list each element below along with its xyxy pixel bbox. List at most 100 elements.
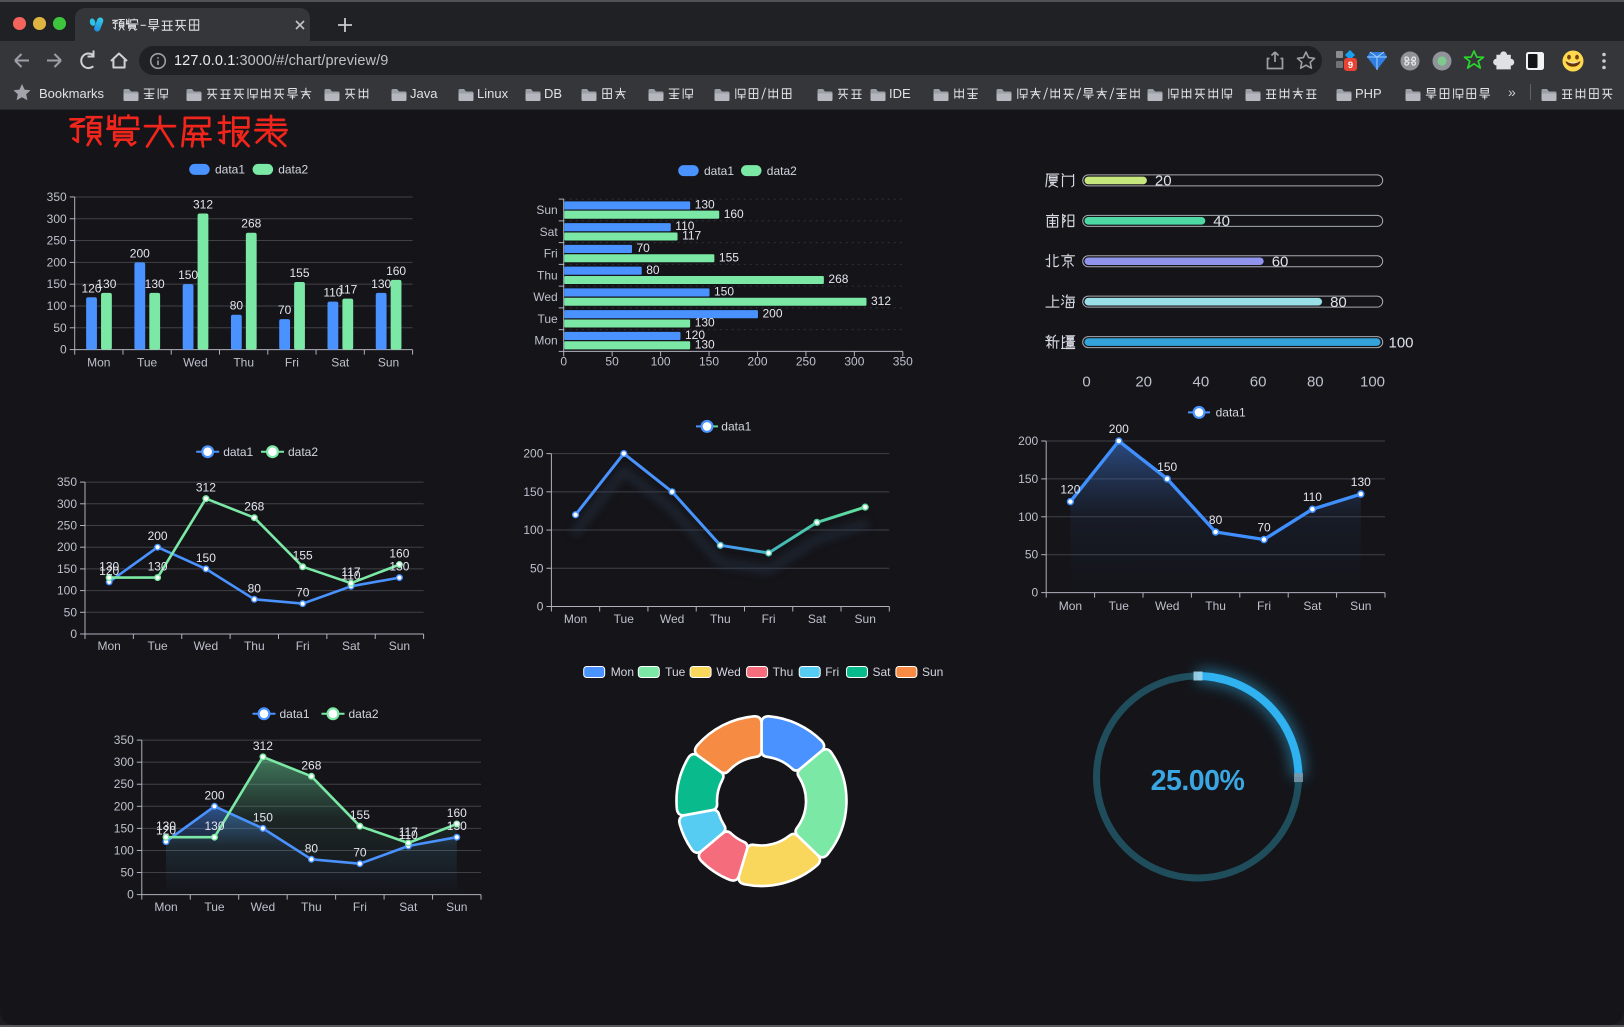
svg-text:150: 150 (714, 285, 734, 299)
svg-text:data2: data2 (767, 164, 797, 178)
svg-text:100: 100 (523, 523, 543, 537)
svg-text:50: 50 (53, 321, 67, 335)
svg-text:80: 80 (1307, 374, 1324, 391)
svg-text:Wed: Wed (194, 639, 218, 653)
svg-text:150: 150 (114, 821, 134, 835)
svg-text:data1: data1 (215, 163, 245, 177)
svg-text:Fri: Fri (762, 612, 776, 626)
svg-text:Thu: Thu (773, 665, 794, 679)
svg-text:40: 40 (1193, 374, 1210, 391)
svg-text:312: 312 (196, 481, 216, 495)
svg-text:110: 110 (399, 828, 418, 842)
svg-text:130: 130 (96, 277, 116, 291)
svg-text:Mon: Mon (534, 334, 557, 348)
svg-text:120: 120 (1060, 483, 1080, 497)
svg-text:100: 100 (57, 584, 77, 598)
svg-text:Sat: Sat (399, 900, 418, 914)
svg-text:50: 50 (530, 561, 544, 575)
svg-text:117: 117 (341, 565, 360, 579)
svg-text:Fri: Fri (296, 639, 310, 653)
svg-text:Thu: Thu (710, 612, 731, 626)
svg-text:Wed: Wed (533, 290, 557, 304)
svg-text:Wed: Wed (660, 612, 684, 626)
svg-text:150: 150 (1018, 472, 1038, 486)
svg-text:Sun: Sun (855, 612, 876, 626)
svg-text:160: 160 (724, 207, 744, 221)
svg-text:110: 110 (675, 219, 694, 233)
svg-text:Sat: Sat (540, 225, 559, 239)
svg-text:0: 0 (127, 888, 134, 902)
svg-text:70: 70 (1257, 521, 1271, 535)
svg-text:268: 268 (241, 217, 261, 231)
svg-text:268: 268 (828, 272, 848, 286)
svg-text:50: 50 (120, 866, 134, 880)
svg-text:155: 155 (350, 808, 370, 822)
svg-text:130: 130 (99, 560, 119, 574)
svg-text:80: 80 (1209, 513, 1223, 527)
svg-text:Sun: Sun (922, 665, 943, 679)
svg-text:200: 200 (57, 540, 77, 554)
svg-text:0: 0 (1032, 586, 1039, 600)
svg-text:200: 200 (523, 447, 543, 461)
svg-text:Tue: Tue (204, 900, 225, 914)
svg-text:0: 0 (560, 355, 567, 369)
svg-text:Sat: Sat (1303, 599, 1322, 613)
svg-text:130: 130 (148, 560, 168, 574)
svg-text:Mon: Mon (611, 665, 634, 679)
svg-text:100: 100 (1389, 334, 1414, 351)
svg-text:130: 130 (695, 316, 715, 330)
svg-text:300: 300 (47, 212, 67, 226)
svg-text:250: 250 (47, 234, 67, 248)
svg-text:data2: data2 (349, 707, 379, 721)
svg-text:Sun: Sun (536, 203, 557, 217)
svg-text:160: 160 (447, 806, 467, 820)
svg-text:Tue: Tue (1109, 599, 1130, 613)
svg-text:120: 120 (99, 564, 119, 578)
svg-text:200: 200 (130, 246, 150, 260)
svg-text:data1: data1 (223, 445, 253, 459)
svg-text:Sat: Sat (808, 612, 827, 626)
svg-text:130: 130 (695, 198, 715, 212)
svg-text:Wed: Wed (251, 900, 275, 914)
svg-text:120: 120 (81, 281, 101, 295)
svg-text:200: 200 (763, 306, 783, 320)
svg-text:250: 250 (114, 777, 134, 791)
svg-text:50: 50 (1025, 548, 1039, 562)
svg-text:60: 60 (1250, 374, 1267, 391)
svg-text:80: 80 (305, 841, 319, 855)
svg-text:100: 100 (1018, 510, 1038, 524)
svg-text:130: 130 (389, 560, 409, 574)
svg-text:250: 250 (796, 355, 816, 369)
svg-text:312: 312 (193, 198, 213, 212)
svg-text:200: 200 (148, 529, 168, 543)
svg-text:Fri: Fri (285, 355, 299, 369)
svg-text:70: 70 (353, 846, 367, 860)
svg-text:Wed: Wed (716, 665, 740, 679)
svg-text:155: 155 (289, 266, 309, 280)
svg-text:Wed: Wed (183, 355, 207, 369)
svg-text:110: 110 (1303, 490, 1322, 504)
svg-text:100: 100 (1360, 374, 1385, 391)
svg-text:200: 200 (204, 788, 224, 802)
svg-text:200: 200 (1109, 422, 1129, 436)
svg-text:70: 70 (296, 586, 310, 600)
svg-text:100: 100 (114, 844, 134, 858)
svg-text:Thu: Thu (244, 639, 265, 653)
svg-text:155: 155 (719, 250, 739, 264)
svg-text:130: 130 (156, 819, 176, 833)
svg-text:130: 130 (371, 277, 391, 291)
svg-text:Mon: Mon (154, 900, 177, 914)
svg-text:110: 110 (323, 286, 342, 300)
svg-text:Tue: Tue (137, 355, 158, 369)
svg-text:Thu: Thu (1205, 599, 1226, 613)
svg-text:150: 150 (1157, 460, 1177, 474)
svg-text:data1: data1 (721, 420, 751, 434)
svg-text:Sun: Sun (389, 639, 410, 653)
svg-text:100: 100 (47, 299, 67, 313)
svg-text:Fri: Fri (353, 900, 367, 914)
svg-text:150: 150 (47, 277, 67, 291)
svg-text:200: 200 (47, 255, 67, 269)
svg-text:Wed: Wed (1155, 599, 1179, 613)
svg-text:100: 100 (651, 355, 671, 369)
svg-text:150: 150 (523, 485, 543, 499)
